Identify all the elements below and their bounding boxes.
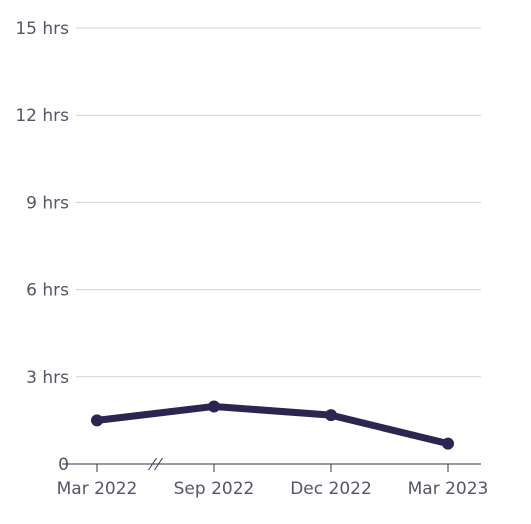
gridlines [76, 27, 481, 378]
x-axis: Mar 2022 Sep 2022 Dec 2022 Mar 2023 [57, 457, 489, 499]
y-tick-label: 15 hrs [15, 19, 69, 39]
series-line [93, 402, 452, 448]
x-tick-label: Dec 2022 [290, 479, 372, 499]
y-axis-labels: 0 3 hrs 6 hrs 9 hrs 12 hrs 15 hrs [15, 19, 69, 475]
data-point[interactable] [208, 400, 220, 413]
x-tick-label: Mar 2023 [408, 479, 489, 499]
data-point[interactable] [442, 437, 454, 450]
series-layer [91, 400, 454, 450]
data-point[interactable] [325, 409, 337, 422]
axis-break-mark [148, 457, 157, 471]
data-point[interactable] [91, 414, 103, 427]
y-tick-label: 0 [58, 455, 69, 475]
y-tick-label: 3 hrs [26, 368, 69, 388]
y-tick-label: 6 hrs [26, 281, 69, 301]
y-tick-label: 9 hrs [26, 193, 69, 213]
axis-break-mark [154, 457, 163, 471]
x-tick-label: Sep 2022 [174, 479, 255, 499]
y-tick-label: 12 hrs [15, 106, 69, 126]
x-tick-label: Mar 2022 [57, 479, 138, 499]
